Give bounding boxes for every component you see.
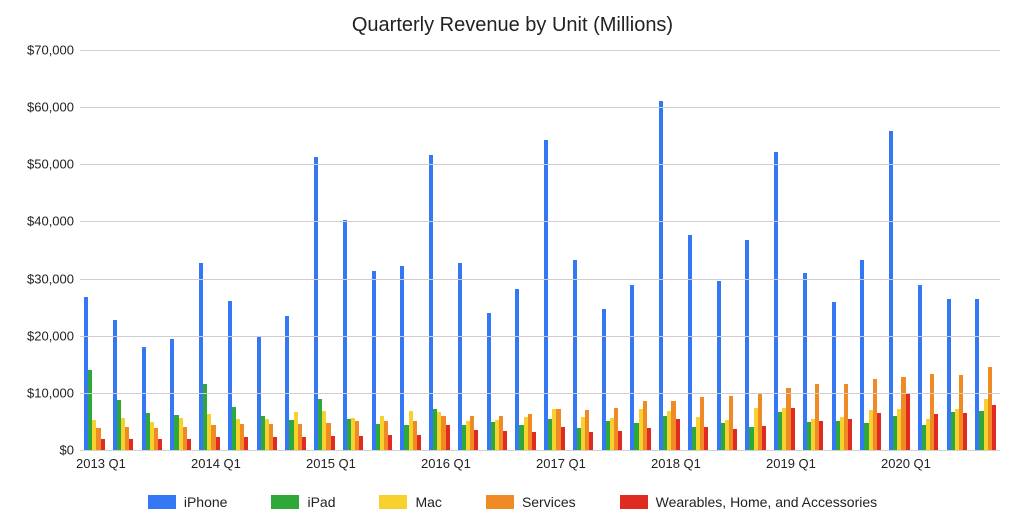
legend-label-wearables: Wearables, Home, and Accessories (656, 494, 878, 510)
legend-label-iphone: iPhone (184, 494, 228, 510)
y-axis-label: $30,000 (27, 271, 74, 286)
y-axis-label: $0 (60, 443, 74, 458)
bar (906, 393, 910, 450)
bar (992, 405, 996, 450)
gridline (80, 336, 1000, 337)
y-axis-label: $50,000 (27, 157, 74, 172)
gridline (80, 50, 1000, 51)
legend-swatch-iphone (148, 495, 176, 509)
bar (417, 435, 421, 450)
legend-swatch-ipad (271, 495, 299, 509)
bar (359, 436, 363, 450)
y-axis-label: $40,000 (27, 214, 74, 229)
bar (877, 413, 881, 450)
bar (573, 260, 577, 450)
bar (762, 426, 766, 450)
bar (791, 408, 795, 450)
bar (659, 101, 663, 450)
bar (101, 439, 105, 450)
bar (474, 430, 478, 450)
gridline (80, 279, 1000, 280)
bar (158, 439, 162, 450)
bar (446, 425, 450, 450)
bar (400, 266, 404, 450)
bar (503, 431, 507, 450)
x-axis-label: 2015 Q1 (306, 456, 356, 471)
bar (774, 152, 778, 450)
gridline (80, 393, 1000, 394)
bars-layer (80, 50, 1000, 450)
bar (589, 432, 593, 450)
plot-area: $0$10,000$20,000$30,000$40,000$50,000$60… (80, 50, 1000, 450)
legend-item-ipad: iPad (271, 494, 335, 510)
bar (429, 155, 433, 450)
bar (372, 271, 376, 450)
bar (745, 240, 749, 450)
legend-label-mac: Mac (415, 494, 441, 510)
x-axis-label: 2014 Q1 (191, 456, 241, 471)
legend-item-services: Services (486, 494, 576, 510)
chart-container: Quarterly Revenue by Unit (Millions) $0$… (0, 0, 1025, 518)
bar (129, 439, 133, 450)
legend-item-mac: Mac (379, 494, 441, 510)
gridline (80, 221, 1000, 222)
bar (647, 428, 651, 450)
x-axis-label: 2017 Q1 (536, 456, 586, 471)
gridline (80, 450, 1000, 451)
bar (819, 421, 823, 450)
gridline (80, 107, 1000, 108)
y-axis-label: $10,000 (27, 385, 74, 400)
bar (216, 437, 220, 450)
legend: iPhone iPad Mac Services Wearables, Home… (0, 494, 1025, 510)
bar (934, 414, 938, 450)
bar (331, 436, 335, 450)
bar (860, 260, 864, 450)
bar (688, 235, 692, 450)
legend-item-iphone: iPhone (148, 494, 228, 510)
bar (733, 429, 737, 450)
chart-title: Quarterly Revenue by Unit (Millions) (0, 0, 1025, 45)
legend-swatch-services (486, 495, 514, 509)
bar (244, 437, 248, 450)
x-axis-label: 2016 Q1 (421, 456, 471, 471)
bar (676, 419, 680, 450)
bar (963, 413, 967, 450)
bar (561, 427, 565, 450)
x-axis-label: 2020 Q1 (881, 456, 931, 471)
legend-swatch-mac (379, 495, 407, 509)
y-axis-label: $60,000 (27, 100, 74, 115)
bar (848, 419, 852, 450)
bar (544, 140, 548, 450)
bar (273, 437, 277, 450)
gridline (80, 164, 1000, 165)
bar (704, 427, 708, 450)
y-axis-label: $70,000 (27, 43, 74, 58)
x-axis-label: 2018 Q1 (651, 456, 701, 471)
legend-swatch-wearables (620, 495, 648, 509)
bar (388, 435, 392, 450)
x-axis-label: 2019 Q1 (766, 456, 816, 471)
bar (458, 263, 462, 450)
bar (532, 432, 536, 450)
bar (302, 437, 306, 450)
bar (889, 131, 893, 450)
bar (618, 431, 622, 450)
bar (187, 439, 191, 450)
legend-item-wearables: Wearables, Home, and Accessories (620, 494, 878, 510)
x-axis-label: 2013 Q1 (76, 456, 126, 471)
y-axis-label: $20,000 (27, 328, 74, 343)
legend-label-services: Services (522, 494, 576, 510)
legend-label-ipad: iPad (307, 494, 335, 510)
